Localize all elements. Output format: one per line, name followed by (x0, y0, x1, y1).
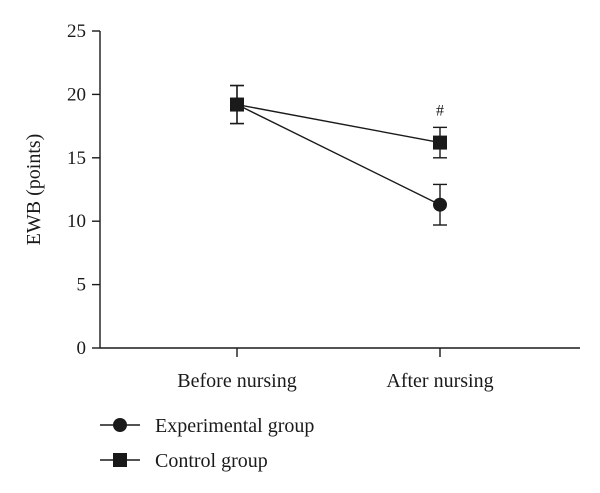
legend-marker-0 (113, 418, 127, 432)
y-tick-label-10: 10 (67, 211, 86, 232)
data-point-1-0 (230, 97, 244, 112)
legend-marker-1 (113, 453, 127, 467)
x-category-label-0: Before nursing (177, 370, 296, 392)
annotation-significance: # (436, 102, 444, 119)
y-axis-title: EWB (points) (23, 134, 45, 246)
legend-label-0: Experimental group (155, 415, 314, 437)
legend-label-1: Control group (155, 450, 268, 472)
series-line-1 (236, 103, 441, 144)
y-tick-label-0: 0 (77, 338, 87, 359)
y-tick-label-5: 5 (77, 275, 87, 296)
y-tick-label-15: 15 (67, 148, 86, 169)
y-tick-label-25: 25 (67, 21, 86, 42)
y-tick-label-20: 20 (67, 84, 86, 105)
data-point-0-1 (433, 197, 447, 212)
data-point-1-1 (433, 135, 447, 150)
x-category-label-1: After nursing (386, 370, 493, 392)
series-line-0 (236, 103, 441, 206)
